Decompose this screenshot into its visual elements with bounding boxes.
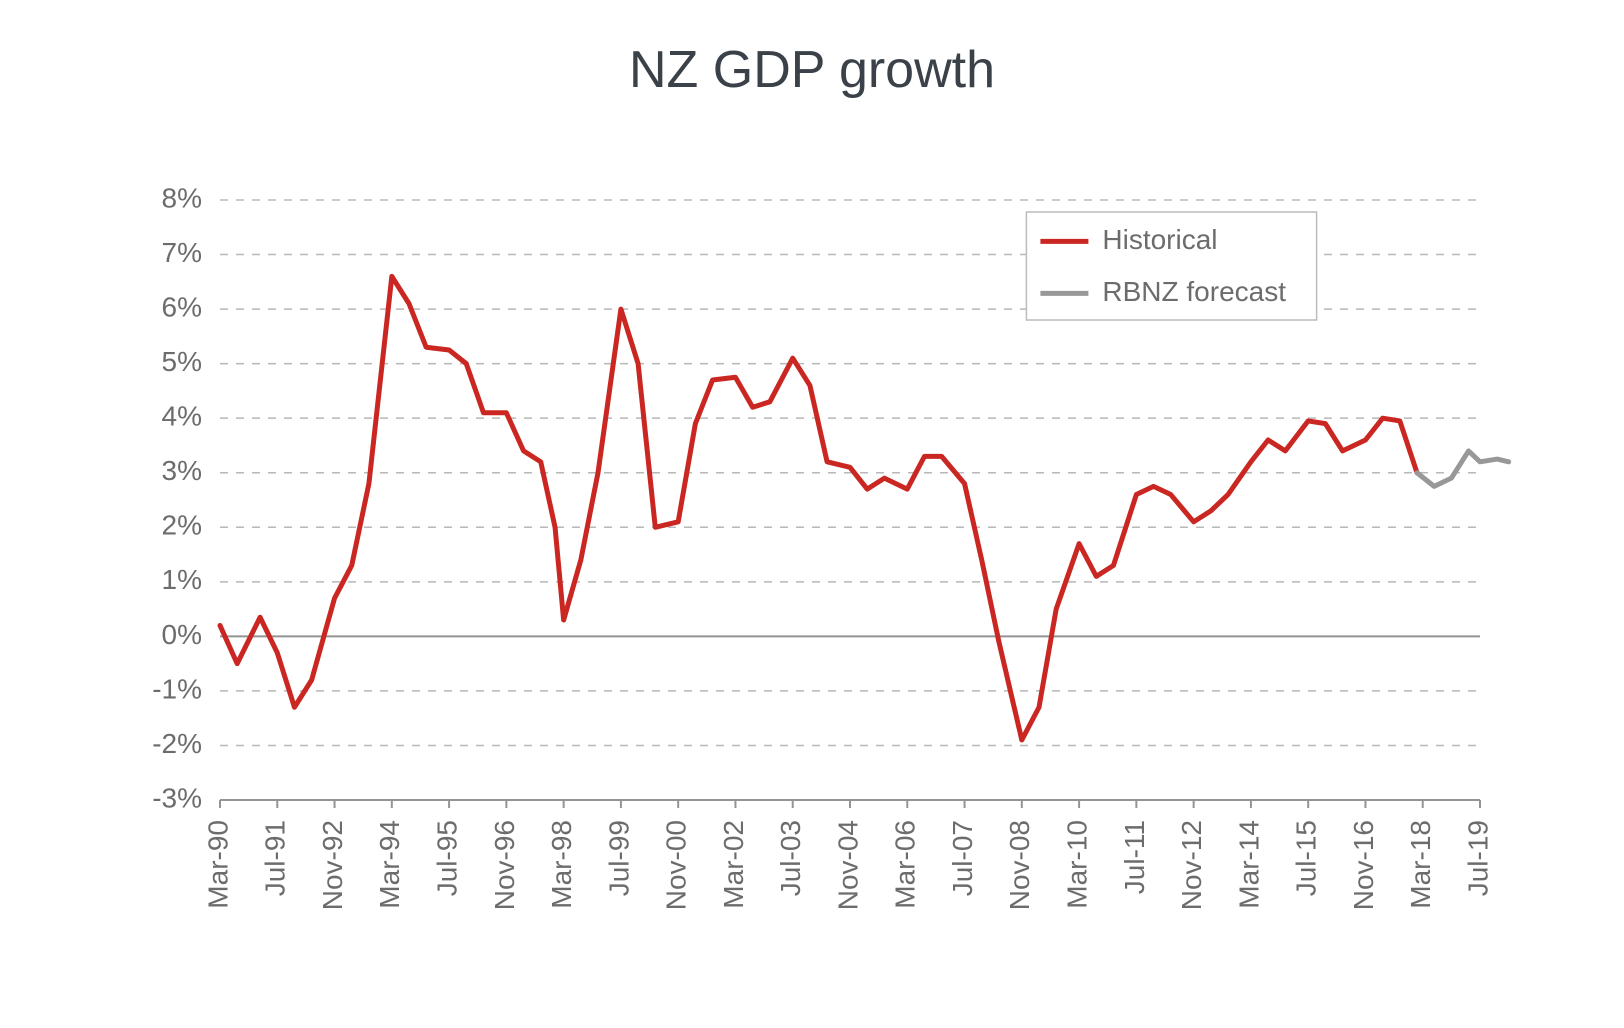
svg-text:Jul-11: Jul-11 xyxy=(1119,820,1150,894)
line-chart-svg: -3%-2%-1%0%1%2%3%4%5%6%7%8%Mar-90Jul-91N… xyxy=(0,0,1624,1028)
svg-text:Nov-00: Nov-00 xyxy=(661,820,692,910)
svg-text:7%: 7% xyxy=(162,237,202,268)
svg-text:3%: 3% xyxy=(162,455,202,486)
svg-text:Jul-19: Jul-19 xyxy=(1462,820,1493,896)
svg-text:-2%: -2% xyxy=(152,728,202,759)
svg-text:Nov-08: Nov-08 xyxy=(1004,820,1035,910)
svg-text:Mar-06: Mar-06 xyxy=(890,820,921,909)
svg-text:6%: 6% xyxy=(162,291,202,322)
svg-text:Jul-15: Jul-15 xyxy=(1291,820,1322,896)
svg-text:Nov-12: Nov-12 xyxy=(1176,820,1207,910)
series-rbnz-forecast xyxy=(1417,451,1509,486)
svg-text:Mar-14: Mar-14 xyxy=(1233,820,1264,909)
svg-text:-1%: -1% xyxy=(152,673,202,704)
svg-text:Mar-10: Mar-10 xyxy=(1061,820,1092,909)
legend: Historical RBNZ forecast xyxy=(1026,212,1316,320)
chart-area: -3%-2%-1%0%1%2%3%4%5%6%7%8%Mar-90Jul-91N… xyxy=(0,0,1624,1028)
svg-text:Historical: Historical xyxy=(1102,224,1217,255)
svg-text:0%: 0% xyxy=(162,619,202,650)
svg-text:5%: 5% xyxy=(162,346,202,377)
svg-text:8%: 8% xyxy=(162,182,202,213)
svg-text:Jul-99: Jul-99 xyxy=(603,820,634,896)
svg-text:Nov-04: Nov-04 xyxy=(832,820,863,910)
svg-text:Jul-03: Jul-03 xyxy=(775,820,806,896)
svg-text:1%: 1% xyxy=(162,564,202,595)
svg-text:Jul-07: Jul-07 xyxy=(947,820,978,896)
page: NZ GDP growth -3%-2%-1%0%1%2%3%4%5%6%7%8… xyxy=(0,0,1624,1028)
svg-text:Mar-94: Mar-94 xyxy=(374,820,405,909)
svg-text:RBNZ forecast: RBNZ forecast xyxy=(1102,276,1286,307)
svg-text:Mar-18: Mar-18 xyxy=(1405,820,1436,909)
svg-text:Mar-98: Mar-98 xyxy=(546,820,577,909)
svg-text:Mar-90: Mar-90 xyxy=(202,820,233,909)
svg-text:4%: 4% xyxy=(162,401,202,432)
svg-text:Mar-02: Mar-02 xyxy=(718,820,749,909)
svg-text:Jul-95: Jul-95 xyxy=(431,820,462,896)
svg-text:Nov-16: Nov-16 xyxy=(1348,820,1379,910)
svg-text:-3%: -3% xyxy=(152,782,202,813)
svg-text:Nov-96: Nov-96 xyxy=(489,820,520,910)
svg-text:Nov-92: Nov-92 xyxy=(317,820,348,910)
svg-text:2%: 2% xyxy=(162,510,202,541)
series-historical xyxy=(220,276,1417,740)
svg-text:Jul-91: Jul-91 xyxy=(260,820,291,896)
